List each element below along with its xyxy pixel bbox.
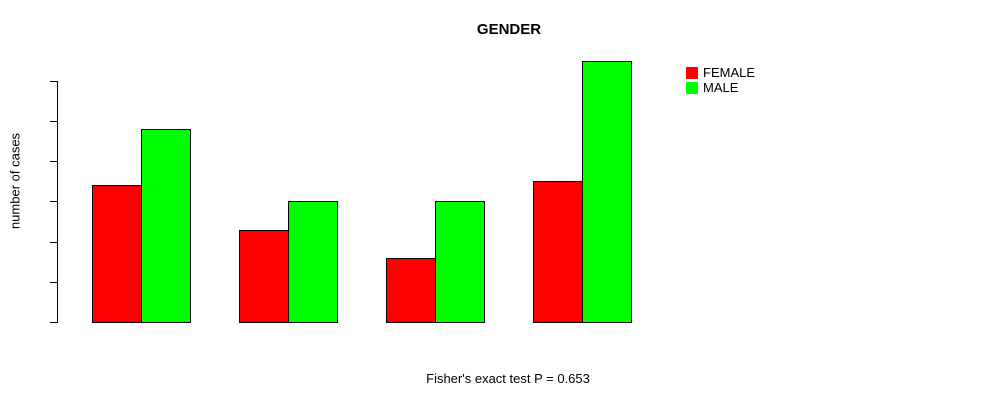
y-tick-mark <box>50 121 57 122</box>
legend-label: FEMALE <box>703 65 756 80</box>
y-axis-line <box>57 80 58 323</box>
legend-label: MALE <box>703 80 739 95</box>
y-axis-label: number of cases <box>7 132 23 230</box>
bar-male-subtype3 <box>435 201 485 323</box>
legend: FEMALE MALE <box>686 66 755 96</box>
fisher-test-caption: Fisher's exact test P = 0.653 <box>426 371 590 386</box>
legend-row-male: MALE <box>686 81 755 94</box>
y-tick-mark <box>50 201 57 202</box>
bar-male-subtype4 <box>582 61 632 323</box>
legend-swatch-male <box>686 81 698 94</box>
legend-row-female: FEMALE <box>686 66 755 79</box>
y-tick-mark <box>50 282 57 283</box>
y-tick-mark <box>50 81 57 82</box>
chart-title: GENDER <box>476 21 542 38</box>
bar-female-subtype1 <box>92 185 142 323</box>
legend-swatch-female <box>686 66 698 79</box>
y-tick-mark <box>50 242 57 243</box>
bar-female-subtype2 <box>239 230 289 323</box>
bar-female-subtype4 <box>533 181 583 323</box>
bar-male-subtype1 <box>141 129 191 323</box>
bar-male-subtype2 <box>288 201 338 323</box>
bar-female-subtype3 <box>386 258 436 323</box>
y-tick-mark <box>50 161 57 162</box>
y-tick-mark <box>50 322 57 323</box>
